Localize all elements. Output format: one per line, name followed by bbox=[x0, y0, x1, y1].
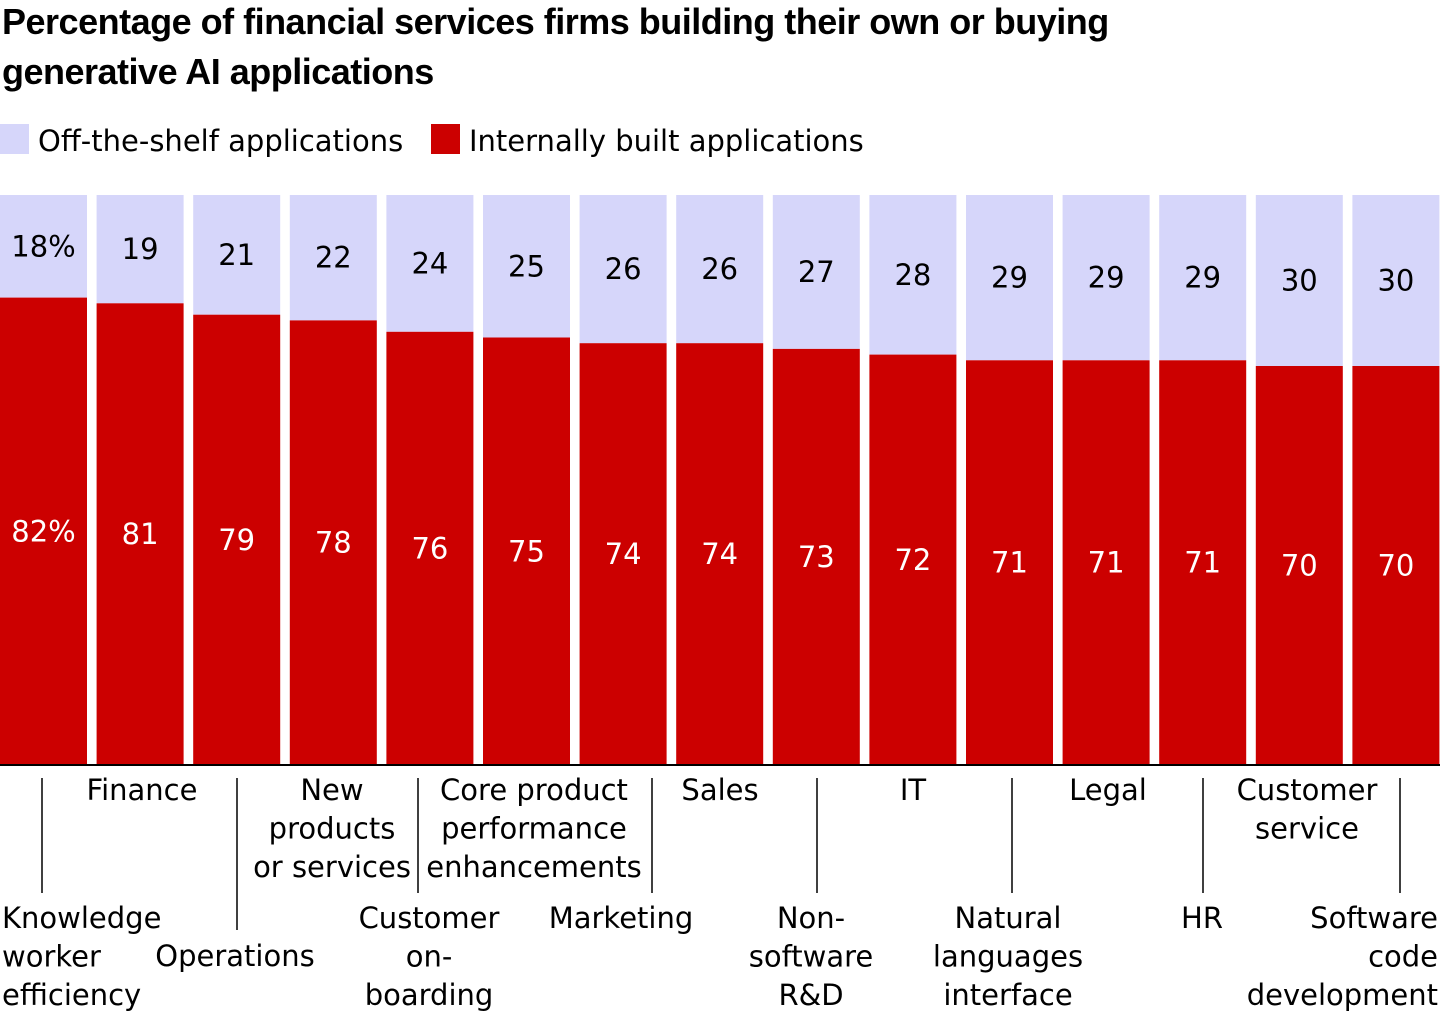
chart-title-line-2: generative AI applications bbox=[2, 51, 434, 92]
category-label: Non-software R&D bbox=[749, 901, 874, 1012]
value-label-off-the-shelf: 27 bbox=[798, 255, 835, 289]
bar-off-the-shelf bbox=[1062, 195, 1150, 361]
value-label-off-the-shelf: 24 bbox=[411, 246, 448, 280]
category-label: Natural languages interface bbox=[933, 901, 1083, 1012]
bar-off-the-shelf bbox=[96, 195, 184, 304]
value-label-off-the-shelf: 30 bbox=[1281, 264, 1318, 298]
bar-internal bbox=[966, 360, 1053, 765]
value-label-off-the-shelf: 26 bbox=[701, 252, 738, 286]
category-label: Finance bbox=[87, 773, 198, 807]
bar-off-the-shelf bbox=[386, 195, 474, 332]
category-label: Operations bbox=[155, 939, 314, 973]
category-label: Knowledge worker efficiency bbox=[2, 901, 161, 1012]
bar-internal bbox=[96, 303, 184, 765]
bar-off-the-shelf bbox=[289, 195, 377, 321]
legend-swatch-off-the-shelf bbox=[0, 124, 29, 154]
bar-internal bbox=[579, 343, 667, 765]
bar-off-the-shelf bbox=[579, 195, 667, 344]
bar-off-the-shelf bbox=[0, 195, 87, 298]
bar-internal bbox=[483, 337, 570, 765]
category-labels: Knowledge worker efficiency Finance Operatio… bbox=[2, 773, 1438, 1012]
value-label-internal: 78 bbox=[315, 526, 352, 560]
value-label-internal: 71 bbox=[1088, 546, 1125, 580]
value-label-off-the-shelf: 28 bbox=[894, 258, 931, 292]
value-label-off-the-shelf: 19 bbox=[122, 232, 159, 266]
value-label-internal: 81 bbox=[122, 517, 159, 551]
category-label: Legal bbox=[1069, 773, 1147, 807]
value-label-internal: 73 bbox=[798, 540, 835, 574]
bar-off-the-shelf bbox=[1255, 195, 1343, 366]
value-label-internal: 79 bbox=[218, 523, 255, 557]
bar-internal bbox=[1062, 360, 1150, 765]
bar-internal bbox=[676, 343, 764, 765]
value-label-off-the-shelf: 29 bbox=[1184, 261, 1221, 295]
value-label-internal: 75 bbox=[508, 534, 545, 568]
bar-internal bbox=[0, 297, 87, 765]
value-label-internal: 74 bbox=[605, 537, 642, 571]
value-label-internal: 74 bbox=[701, 537, 738, 571]
category-label: Sales bbox=[681, 773, 758, 807]
bar-internal bbox=[193, 314, 281, 765]
value-label-internal: 82% bbox=[11, 514, 75, 548]
value-label-internal: 76 bbox=[411, 531, 448, 565]
value-label-off-the-shelf: 29 bbox=[1088, 261, 1125, 295]
legend: Off-the-shelf applications Internally bu… bbox=[0, 124, 864, 158]
value-label-off-the-shelf: 25 bbox=[508, 249, 545, 283]
value-label-off-the-shelf: 21 bbox=[218, 238, 255, 272]
legend-swatch-internal bbox=[431, 124, 460, 154]
value-label-off-the-shelf: 22 bbox=[315, 241, 352, 275]
bar-off-the-shelf bbox=[869, 195, 957, 355]
value-label-internal: 71 bbox=[991, 546, 1028, 580]
category-label: Software code development bbox=[1247, 901, 1438, 1012]
value-label-off-the-shelf: 26 bbox=[605, 252, 642, 286]
bar-internal bbox=[869, 354, 957, 765]
category-label: Customer on-boarding bbox=[359, 901, 500, 1012]
category-label: Marketing bbox=[549, 901, 694, 935]
bar-off-the-shelf bbox=[966, 195, 1053, 361]
bar-internal bbox=[1159, 360, 1247, 765]
category-label: HR bbox=[1181, 901, 1223, 935]
bar-internal bbox=[772, 348, 860, 765]
chart-title: Percentage of financial services firms b… bbox=[2, 1, 1109, 42]
bar-off-the-shelf bbox=[193, 195, 281, 315]
legend-label-internal: Internally built applications bbox=[469, 124, 864, 158]
category-label: Customer service bbox=[1237, 773, 1378, 846]
bar-off-the-shelf bbox=[1159, 195, 1247, 361]
value-label-off-the-shelf: 18% bbox=[11, 229, 75, 263]
bar-off-the-shelf bbox=[1352, 195, 1440, 366]
value-label-internal: 70 bbox=[1281, 549, 1318, 583]
bar-off-the-shelf bbox=[676, 195, 764, 344]
value-label-internal: 70 bbox=[1377, 549, 1414, 583]
bar-off-the-shelf bbox=[483, 195, 570, 338]
legend-label-off-the-shelf: Off-the-shelf applications bbox=[38, 124, 403, 158]
category-label: IT bbox=[900, 773, 927, 807]
bar-off-the-shelf bbox=[772, 195, 860, 349]
bar-internal bbox=[289, 320, 377, 765]
value-label-off-the-shelf: 29 bbox=[991, 261, 1028, 295]
bar-internal bbox=[1255, 366, 1343, 765]
category-label: Core product performance enhancements bbox=[426, 773, 642, 884]
value-label-internal: 71 bbox=[1184, 546, 1221, 580]
category-label: New products or services bbox=[253, 773, 411, 884]
bars: 18% 82% 19 81 21 79 22 78 24 76 25 75 26 74 26 74 27 73 28… bbox=[0, 195, 1440, 765]
bar-internal bbox=[1352, 366, 1440, 765]
bar-internal bbox=[386, 331, 474, 765]
value-label-internal: 72 bbox=[894, 543, 931, 577]
value-label-off-the-shelf: 30 bbox=[1377, 264, 1414, 298]
